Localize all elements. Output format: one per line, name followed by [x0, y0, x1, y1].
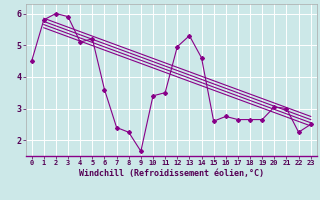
X-axis label: Windchill (Refroidissement éolien,°C): Windchill (Refroidissement éolien,°C): [79, 169, 264, 178]
